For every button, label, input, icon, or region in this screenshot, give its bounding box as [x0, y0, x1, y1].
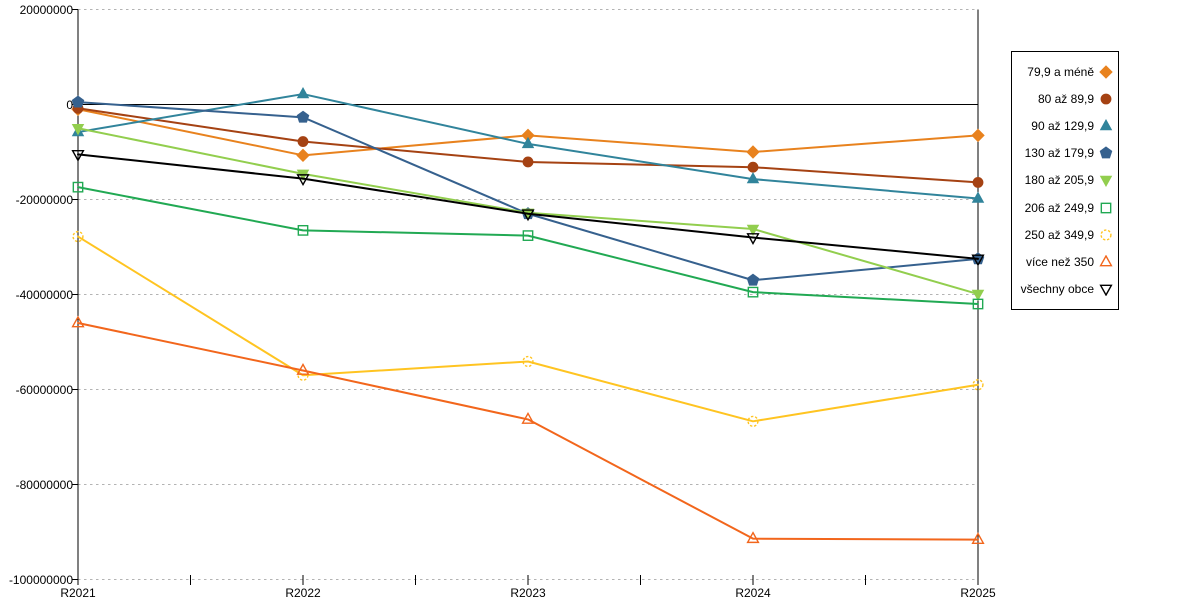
series-line — [77, 186, 979, 305]
legend-item: 90 až 129,9 — [1014, 119, 1113, 133]
series-marker-circle-icon — [747, 161, 759, 173]
series-line — [77, 322, 979, 541]
series-marker-triangle-down-icon — [971, 289, 985, 302]
series-marker-triangle-up-icon — [1099, 119, 1113, 131]
series-marker-square-icon — [72, 181, 84, 193]
x-axis-tick-label: R2021 — [60, 586, 96, 600]
y-axis-tick-label: -60000000 — [15, 382, 73, 397]
legend-item: 80 až 89,9 — [1014, 92, 1113, 106]
legend-item: 250 až 349,9 — [1014, 228, 1113, 242]
legend-item: 180 až 205,9 — [1014, 173, 1113, 188]
y-axis-tick-label: 0 — [66, 97, 73, 112]
series-marker-pentagon-icon — [746, 273, 760, 286]
series-marker-square-icon — [1100, 202, 1112, 214]
series-marker-circle-dashed-icon — [72, 230, 84, 243]
legend-marker-triangle-up-icon — [1099, 119, 1113, 131]
legend-marker-triangle-down-icon — [1099, 284, 1113, 297]
legend-item-label: 206 až 249,9 — [1024, 200, 1094, 215]
series-marker-square-icon — [522, 230, 534, 241]
series-marker-triangle-up-icon — [521, 411, 535, 424]
series-marker-pentagon-icon — [296, 110, 310, 123]
series-marker-triangle-up-icon — [971, 191, 985, 203]
legend-item-label: 130 až 179,9 — [1024, 146, 1094, 161]
series-marker-triangle-up-icon — [71, 315, 85, 328]
series-marker-pentagon-icon — [71, 95, 85, 108]
series-line — [77, 153, 979, 260]
legend-item: 206 až 249,9 — [1014, 201, 1113, 215]
legend-marker-circle-dashed-icon — [1100, 229, 1112, 241]
series-marker-triangle-up-icon — [746, 531, 760, 544]
series-marker-diamond-icon — [296, 148, 310, 163]
series-marker-triangle-down-icon — [971, 254, 985, 267]
series-marker-triangle-up-icon — [296, 363, 310, 375]
legend-marker-triangle-up-icon — [1099, 255, 1113, 267]
series-marker-circle-icon — [972, 176, 984, 188]
series-marker-triangle-down-icon — [71, 124, 85, 136]
legend-item: 130 až 179,9 — [1014, 146, 1113, 160]
series-marker-circle-icon — [297, 136, 309, 147]
series-marker-triangle-down-icon — [746, 233, 760, 245]
legend-item-label: všechny obce — [1020, 282, 1094, 297]
series-marker-circle-icon — [1100, 93, 1112, 105]
series-marker-circle-dashed-icon — [972, 379, 984, 391]
legend-marker-circle-icon — [1100, 93, 1112, 105]
series-marker-triangle-up-icon — [1099, 255, 1113, 267]
series-marker-circle-dashed-icon — [747, 415, 759, 427]
series-marker-diamond-icon — [1099, 64, 1113, 79]
series-marker-triangle-down-icon — [296, 174, 310, 187]
y-axis-tick-label: 20000000 — [19, 2, 73, 17]
series-marker-diamond-icon — [971, 128, 985, 143]
series-marker-triangle-up-icon — [971, 532, 985, 545]
y-axis-tick-label: -100000000 — [8, 572, 73, 587]
legend-item-label: 250 až 349,9 — [1024, 227, 1094, 242]
legend-marker-diamond-icon — [1099, 64, 1113, 79]
legend-marker-square-icon — [1100, 202, 1112, 214]
legend-item: 79,9 a méně — [1014, 65, 1113, 79]
series-marker-triangle-down-icon — [1099, 176, 1113, 188]
series-marker-circle-icon — [522, 156, 534, 168]
series-marker-square-icon — [297, 224, 309, 236]
series-marker-triangle-up-icon — [296, 87, 310, 99]
x-axis-tick-label: R2023 — [510, 586, 546, 600]
series-marker-triangle-down-icon — [746, 224, 760, 236]
series-marker-pentagon-icon — [1099, 146, 1113, 159]
legend-item: více než 350 — [1014, 255, 1113, 269]
series-line — [77, 235, 979, 423]
legend: 79,9 a méně 80 až 89,9 90 až 129,9 130 až 1… — [1011, 51, 1119, 310]
series-marker-square-icon — [972, 298, 984, 310]
legend-item-label: 79,9 a méně — [1027, 64, 1094, 79]
legend-item: všechny obce — [1014, 282, 1113, 297]
legend-item-label: 90 až 129,9 — [1031, 119, 1094, 134]
series-marker-triangle-down-icon — [1099, 284, 1113, 297]
series-marker-square-icon — [747, 286, 759, 298]
legend-item-label: 180 až 205,9 — [1024, 173, 1094, 188]
legend-marker-triangle-down-icon — [1099, 176, 1113, 188]
series-marker-circle-dashed-icon — [522, 355, 534, 368]
x-axis-tick-label: R2022 — [285, 586, 321, 600]
series-marker-triangle-down-icon — [71, 149, 85, 162]
legend-item-label: více než 350 — [1025, 255, 1094, 270]
series-marker-diamond-icon — [746, 145, 760, 159]
series-marker-triangle-down-icon — [521, 209, 535, 222]
y-axis-tick-label: -80000000 — [15, 477, 73, 492]
series-marker-circle-dashed-icon — [1100, 229, 1112, 241]
series-marker-triangle-up-icon — [746, 172, 760, 184]
legend-item-label: 80 až 89,9 — [1037, 91, 1094, 106]
legend-marker-pentagon-icon — [1099, 146, 1113, 159]
x-axis-tick-label: R2024 — [735, 586, 771, 600]
series-marker-triangle-up-icon — [521, 136, 535, 149]
y-axis-tick-label: -20000000 — [15, 192, 73, 207]
y-axis-tick-label: -40000000 — [15, 287, 73, 302]
x-axis-tick-label: R2025 — [960, 586, 996, 600]
